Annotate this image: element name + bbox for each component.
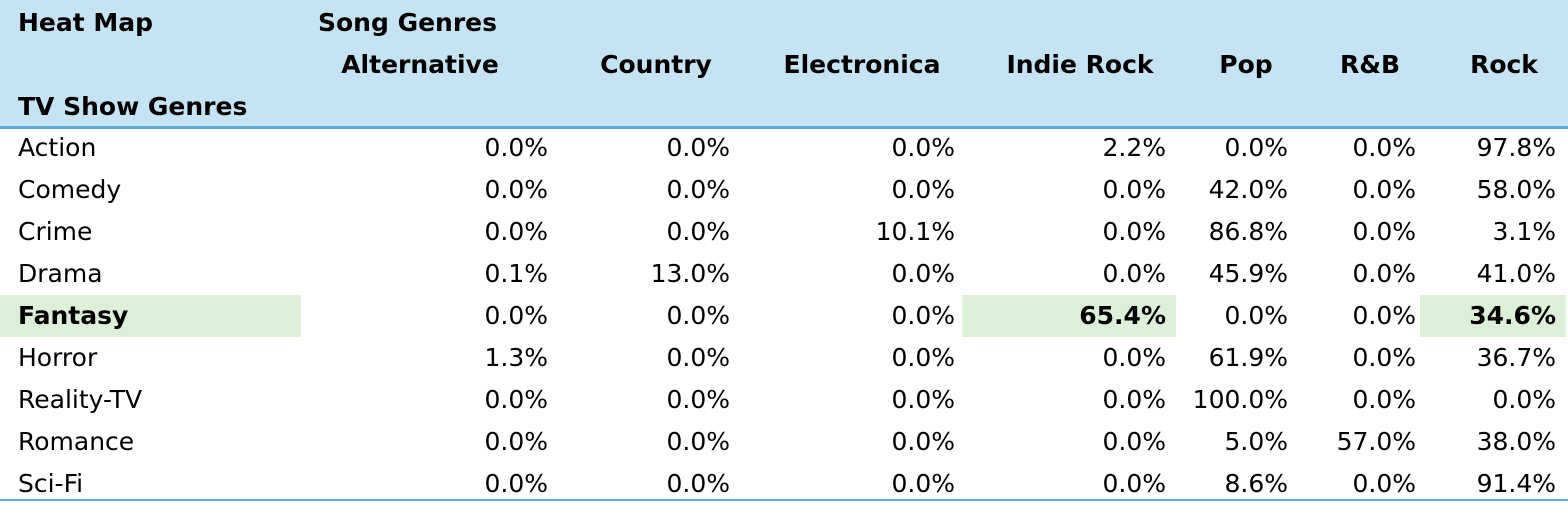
heatmap-cell: 0.0% — [666, 385, 730, 414]
row-label: Comedy — [18, 175, 122, 204]
row-label: Reality-TV — [18, 385, 143, 414]
heatmap-cell: 0.0% — [1352, 217, 1416, 246]
heatmap-cell: 42.0% — [1208, 175, 1288, 204]
heatmap-cell: 0.0% — [891, 133, 955, 162]
heatmap-cell: 45.9% — [1208, 259, 1288, 288]
heatmap-cell: 0.0% — [1352, 259, 1416, 288]
heatmap-cell: 0.0% — [666, 469, 730, 498]
heatmap-cell: 0.0% — [1352, 385, 1416, 414]
table-row: Reality-TV 0.0% 0.0% 0.0% 0.0% 100.0% 0.0% 0.0% — [0, 379, 1568, 421]
heatmap-cell: 0.0% — [1224, 301, 1288, 330]
heatmap-cell: 61.9% — [1208, 343, 1288, 372]
heatmap-cell: 0.0% — [484, 133, 548, 162]
column-header-indie-rock: Indie Rock — [1006, 50, 1154, 79]
column-header-country: Country — [600, 50, 712, 79]
table-row: Romance 0.0% 0.0% 0.0% 0.0% 5.0% 57.0% 38.0% — [0, 421, 1568, 463]
column-header-rock: Rock — [1470, 50, 1538, 79]
heatmap-cell: 58.0% — [1476, 175, 1556, 204]
cell-highlight — [962, 295, 1176, 337]
heatmap-cell: 0.0% — [1102, 427, 1166, 456]
row-label: Crime — [18, 217, 93, 246]
heat-map-title: Heat Map — [18, 8, 154, 37]
heatmap-cell: 0.0% — [1102, 385, 1166, 414]
column-header-electronica: Electronica — [783, 50, 941, 79]
heatmap-cell: 5.0% — [1224, 427, 1288, 456]
heatmap-cell: 0.0% — [1102, 343, 1166, 372]
heatmap-cell: 0.0% — [891, 343, 955, 372]
heatmap-cell: 0.1% — [484, 259, 548, 288]
heatmap-cell: 0.0% — [891, 469, 955, 498]
heatmap-cell: 0.0% — [891, 385, 955, 414]
heatmap-cell: 0.0% — [1352, 175, 1416, 204]
heatmap-cell: 0.0% — [666, 133, 730, 162]
heatmap-cell: 1.3% — [484, 343, 548, 372]
bottom-rule — [0, 499, 1568, 501]
row-label-highlight — [0, 295, 301, 337]
table-row: Crime 0.0% 0.0% 10.1% 0.0% 86.8% 0.0% 3.1% — [0, 211, 1568, 253]
heatmap-cell: 0.0% — [891, 301, 955, 330]
heatmap-cell: 0.0% — [666, 175, 730, 204]
row-label: Fantasy — [18, 301, 129, 330]
heatmap-cell: 0.0% — [1352, 133, 1416, 162]
table-row: Fantasy 0.0% 0.0% 0.0% 65.4% 0.0% 0.0% 34.6% — [0, 295, 1568, 337]
heatmap-cell: 0.0% — [666, 427, 730, 456]
heatmap-cell: 0.0% — [484, 427, 548, 456]
tv-show-genres-label: TV Show Genres — [18, 92, 248, 121]
heatmap-cell: 0.0% — [666, 301, 730, 330]
heatmap-cell: 0.0% — [1102, 469, 1166, 498]
heatmap-cell: 0.0% — [484, 175, 548, 204]
heatmap-cell: 38.0% — [1476, 427, 1556, 456]
heatmap-cell: 0.0% — [484, 301, 548, 330]
heatmap-cell: 0.0% — [484, 217, 548, 246]
cell-highlight — [1420, 295, 1566, 337]
column-header-alternative: Alternative — [341, 50, 499, 79]
table-header: Heat Map Song Genres TV Show Genres Alte… — [0, 0, 1568, 129]
row-label: Romance — [18, 427, 135, 456]
heatmap-cell: 36.7% — [1476, 343, 1556, 372]
heatmap-cell: 0.0% — [891, 175, 955, 204]
row-label: Drama — [18, 259, 103, 288]
heatmap-cell: 34.6% — [1469, 301, 1556, 330]
heatmap-cell: 0.0% — [666, 217, 730, 246]
table-row: Sci-Fi 0.0% 0.0% 0.0% 0.0% 8.6% 0.0% 91.4% — [0, 463, 1568, 505]
heatmap-cell: 0.0% — [484, 469, 548, 498]
heatmap-cell: 0.0% — [891, 427, 955, 456]
heatmap-cell: 65.4% — [1079, 301, 1166, 330]
heatmap-cell: 3.1% — [1492, 217, 1556, 246]
heatmap-cell: 41.0% — [1476, 259, 1556, 288]
heatmap-cell: 0.0% — [484, 385, 548, 414]
heatmap-cell: 97.8% — [1476, 133, 1556, 162]
heatmap-cell: 0.0% — [891, 259, 955, 288]
row-label: Horror — [18, 343, 98, 372]
row-label: Sci-Fi — [18, 469, 84, 498]
heatmap-cell: 0.0% — [1352, 301, 1416, 330]
song-genres-label: Song Genres — [318, 8, 498, 37]
heatmap-cell: 13.0% — [650, 259, 730, 288]
heatmap-cell: 57.0% — [1336, 427, 1416, 456]
heatmap-cell: 0.0% — [1102, 259, 1166, 288]
heatmap-cell: 0.0% — [1352, 469, 1416, 498]
heatmap-cell: 0.0% — [1492, 385, 1556, 414]
table-row: Drama 0.1% 13.0% 0.0% 0.0% 45.9% 0.0% 41.0% — [0, 253, 1568, 295]
heatmap-cell: 10.1% — [875, 217, 955, 246]
heatmap-cell: 0.0% — [666, 343, 730, 372]
heatmap-cell: 100.0% — [1192, 385, 1288, 414]
heatmap-cell: 0.0% — [1224, 133, 1288, 162]
column-header-pop: Pop — [1219, 50, 1273, 79]
table-row: Horror 1.3% 0.0% 0.0% 0.0% 61.9% 0.0% 36.7% — [0, 337, 1568, 379]
heatmap-cell: 0.0% — [1102, 175, 1166, 204]
row-label: Action — [18, 133, 97, 162]
heatmap-cell: 91.4% — [1476, 469, 1556, 498]
heatmap-cell: 2.2% — [1102, 133, 1166, 162]
heatmap-cell: 86.8% — [1208, 217, 1288, 246]
table-row: Action 0.0% 0.0% 0.0% 2.2% 0.0% 0.0% 97.8% — [0, 127, 1568, 169]
heatmap-cell: 0.0% — [1352, 343, 1416, 372]
table-row: Comedy 0.0% 0.0% 0.0% 0.0% 42.0% 0.0% 58.0% — [0, 169, 1568, 211]
heatmap-cell: 8.6% — [1224, 469, 1288, 498]
heatmap-cell: 0.0% — [1102, 217, 1166, 246]
column-header-r-b: R&B — [1339, 50, 1401, 79]
